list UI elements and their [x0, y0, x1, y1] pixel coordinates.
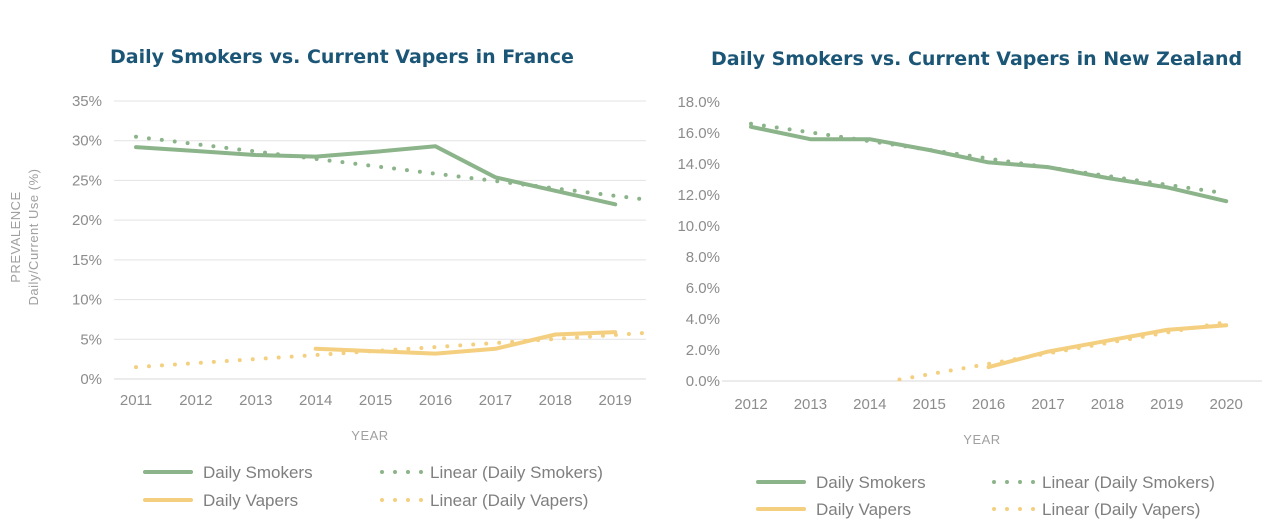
france-chart-svg: Daily Smokers vs. Current Vapers in Fran… [8, 46, 648, 510]
nz-x-tick-label: 2016 [972, 396, 1005, 413]
france-chart: Daily Smokers vs. Current Vapers in Fran… [8, 46, 648, 510]
nz-x-tick-label: 2013 [794, 396, 827, 413]
france-x-tick-label: 2015 [359, 392, 392, 409]
nz-y-tick-label: 0.0% [686, 373, 720, 390]
france-trendline-smokers [134, 134, 648, 202]
france-x-tick-label: 2017 [479, 392, 512, 409]
nz-chart-svg: Daily Smokers vs. Current Vapers in New … [677, 48, 1262, 519]
nz-x-tick-label: 2014 [853, 396, 886, 413]
nz-legend-label: Daily Vapers [816, 500, 911, 519]
france-legend-label-trend: Linear (Daily Vapers) [430, 491, 588, 510]
nz-y-tick-label: 6.0% [686, 280, 720, 297]
nz-legend-label: Daily Smokers [816, 473, 926, 492]
nz-y-tick-label: 12.0% [677, 187, 720, 204]
france-y-axis-title: PREVALENCE [8, 191, 23, 282]
france-y-axis-title: Daily/Current Use (%) [26, 169, 41, 306]
france-x-tick-label: 2016 [419, 392, 452, 409]
nz-x-axis-title: YEAR [963, 432, 1000, 447]
nz-x-tick-label: 2017 [1031, 396, 1064, 413]
nz-x-tick-label: 2018 [1091, 396, 1124, 413]
france-x-tick-label: 2019 [599, 392, 632, 409]
nz-series-line-smokers [749, 124, 1229, 204]
france-x-tick-label: 2013 [239, 392, 272, 409]
france-y-tick-label: 20% [72, 212, 102, 229]
nz-x-tick-label: 2015 [913, 396, 946, 413]
nz-x-tick-label: 2020 [1210, 396, 1243, 413]
france-legend-label: Daily Smokers [203, 463, 313, 482]
nz-chart: Daily Smokers vs. Current Vapers in New … [650, 0, 1269, 528]
nz-x-tick-label: 2012 [734, 396, 767, 413]
nz-legend-label-trend: Linear (Daily Vapers) [1042, 500, 1200, 519]
nz-y-tick-label: 18.0% [677, 94, 720, 111]
france-y-tick-label: 5% [80, 331, 102, 348]
nz-trendline-smokers [749, 121, 1229, 196]
france-x-tick-label: 2018 [539, 392, 572, 409]
france-x-tick-label: 2014 [299, 392, 332, 409]
france-y-tick-label: 15% [72, 252, 102, 269]
france-series-line-smokers [134, 144, 618, 207]
nz-series-line-vapers [986, 323, 1229, 370]
nz-y-tick-label: 14.0% [677, 156, 720, 173]
france-x-tick-label: 2012 [179, 392, 212, 409]
france-chart-title: Daily Smokers vs. Current Vapers in Fran… [110, 46, 574, 68]
nz-y-tick-label: 2.0% [686, 342, 720, 359]
nz-y-tick-label: 16.0% [677, 125, 720, 142]
nz-y-tick-label: 4.0% [686, 311, 720, 328]
france-x-tick-label: 2011 [120, 392, 152, 409]
france-y-tick-label: 0% [80, 371, 102, 388]
france-y-tick-label: 10% [72, 292, 102, 309]
france-legend-label: Daily Vapers [203, 491, 298, 510]
france-legend-label-trend: Linear (Daily Smokers) [430, 463, 603, 482]
nz-legend-label-trend: Linear (Daily Smokers) [1042, 473, 1215, 492]
france-y-tick-label: 30% [72, 133, 102, 150]
nz-y-tick-label: 8.0% [686, 249, 720, 266]
france-y-tick-label: 25% [72, 172, 102, 189]
france-y-tick-label: 35% [72, 93, 102, 110]
france-series-line-vapers [313, 330, 618, 356]
france-x-axis-title: YEAR [351, 428, 388, 443]
nz-x-tick-label: 2019 [1150, 396, 1183, 413]
nz-y-tick-label: 10.0% [677, 218, 720, 235]
nz-chart-title: Daily Smokers vs. Current Vapers in New … [711, 48, 1242, 70]
